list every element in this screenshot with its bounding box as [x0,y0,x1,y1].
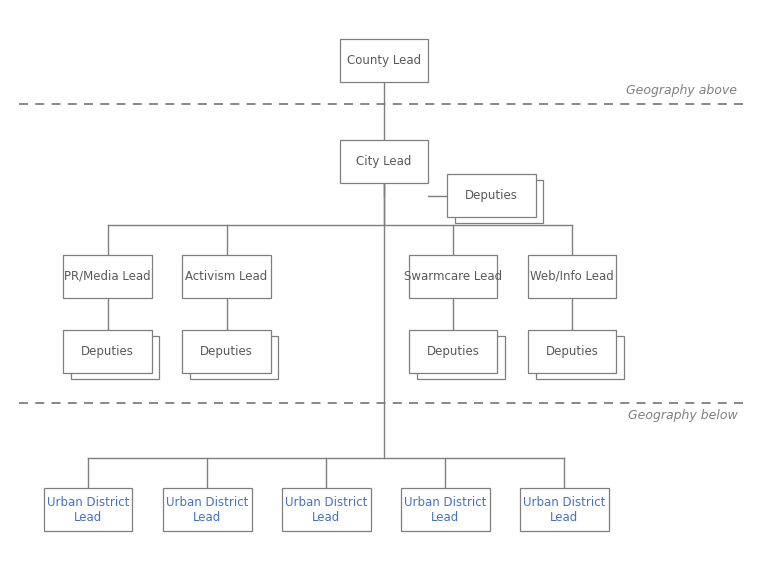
Text: Deputies: Deputies [427,345,479,358]
Text: Urban District
Lead: Urban District Lead [523,496,606,524]
FancyBboxPatch shape [64,329,152,373]
Text: Urban District
Lead: Urban District Lead [47,496,130,524]
FancyBboxPatch shape [409,329,498,373]
FancyBboxPatch shape [190,335,278,379]
Text: Geography above: Geography above [626,84,737,97]
FancyBboxPatch shape [409,255,498,298]
Text: County Lead: County Lead [347,54,421,67]
Text: Urban District
Lead: Urban District Lead [404,496,487,524]
FancyBboxPatch shape [528,255,616,298]
Text: Deputies: Deputies [81,345,134,358]
Text: PR/Media Lead: PR/Media Lead [65,270,151,283]
FancyBboxPatch shape [71,335,160,379]
FancyBboxPatch shape [339,39,428,82]
Text: Deputies: Deputies [200,345,253,358]
Text: City Lead: City Lead [356,155,412,168]
Text: Swarmcare Lead: Swarmcare Lead [404,270,502,283]
Text: Deputies: Deputies [465,190,518,202]
FancyBboxPatch shape [520,488,608,531]
FancyBboxPatch shape [182,329,270,373]
FancyBboxPatch shape [182,255,270,298]
FancyBboxPatch shape [528,329,616,373]
FancyBboxPatch shape [416,335,505,379]
FancyBboxPatch shape [447,175,536,217]
FancyBboxPatch shape [64,255,152,298]
Text: Urban District
Lead: Urban District Lead [166,496,249,524]
Text: Activism Lead: Activism Lead [185,270,268,283]
Text: Urban District
Lead: Urban District Lead [285,496,368,524]
FancyBboxPatch shape [455,180,544,223]
Text: Deputies: Deputies [546,345,598,358]
FancyBboxPatch shape [283,488,370,531]
FancyBboxPatch shape [536,335,624,379]
Text: Geography below: Geography below [627,410,737,422]
FancyBboxPatch shape [164,488,252,531]
Text: Web/Info Lead: Web/Info Lead [530,270,614,283]
FancyBboxPatch shape [401,488,490,531]
FancyBboxPatch shape [339,140,428,183]
FancyBboxPatch shape [45,488,133,531]
